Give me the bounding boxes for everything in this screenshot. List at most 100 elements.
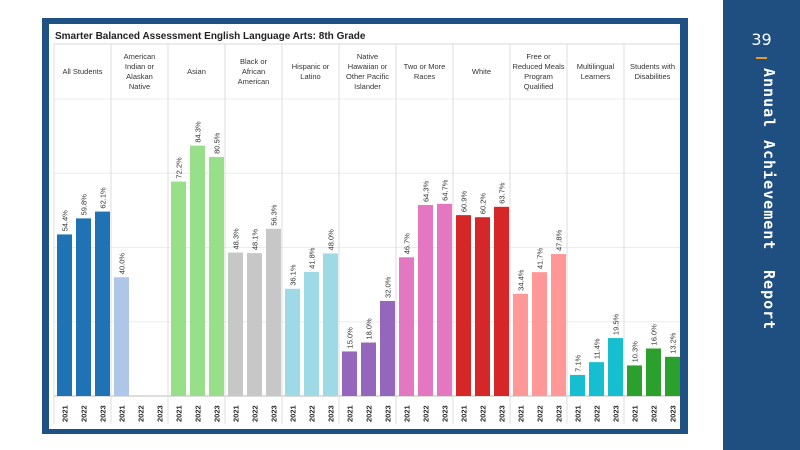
- bar-label: 10.3%: [631, 341, 640, 363]
- x-tick-label: 2022: [365, 405, 374, 422]
- bar: [209, 156, 224, 396]
- x-tick-label: 2021: [61, 405, 70, 422]
- bar: [665, 356, 680, 396]
- x-tick-label: 2023: [498, 405, 507, 422]
- bar: [361, 342, 376, 396]
- group-header: Native Hawaiian or Other Pacific Islander: [346, 52, 389, 91]
- bar-label: 41.7%: [536, 248, 545, 270]
- bar-label: 34.4%: [517, 269, 526, 291]
- bar-label: 16.0%: [650, 324, 659, 346]
- bar-label: 64.3%: [422, 180, 431, 202]
- x-tick-label: 2021: [403, 405, 412, 422]
- x-tick-label: 2022: [593, 405, 602, 422]
- x-tick-label: 2023: [384, 405, 393, 422]
- x-tick-label: 2021: [574, 405, 583, 422]
- bar: [513, 293, 528, 396]
- bar-label: 32.0%: [384, 276, 393, 298]
- group-header: White: [472, 67, 491, 76]
- bar: [342, 351, 357, 396]
- bar: [95, 211, 110, 396]
- x-tick-label: 2023: [669, 405, 678, 422]
- bar-label: 84.3%: [194, 121, 203, 143]
- bar: [437, 203, 452, 396]
- bar-label: 18.0%: [365, 318, 374, 340]
- bar: [399, 257, 414, 396]
- sidebar-word-achievement: Achievement: [760, 140, 778, 251]
- bar: [76, 218, 91, 396]
- sidebar: 39 Annual Achievement Report: [723, 0, 800, 450]
- x-tick-label: 2022: [308, 405, 317, 422]
- x-tick-label: 2023: [441, 405, 450, 422]
- bar: [494, 206, 509, 396]
- bar-label: 48.1%: [251, 229, 260, 251]
- sidebar-word-annual: Annual: [760, 68, 778, 129]
- bar-label: 40.0%: [118, 253, 127, 275]
- bar: [627, 365, 642, 396]
- x-tick-label: 2021: [460, 405, 469, 422]
- bar: [247, 253, 262, 396]
- bar: [646, 348, 661, 396]
- bar-label: 7.1%: [574, 354, 583, 371]
- bar: [608, 338, 623, 396]
- group-header: Black or African American: [238, 57, 270, 86]
- group-header: Free or Reduced Meals Program Qualified: [512, 52, 564, 91]
- bar-label: 47.8%: [555, 229, 564, 251]
- bar-label: 80.5%: [213, 132, 222, 154]
- bar-label: 72.2%: [175, 157, 184, 179]
- bar-label: 60.2%: [479, 193, 488, 215]
- x-tick-label: 2022: [194, 405, 203, 422]
- bar-label: 36.1%: [289, 264, 298, 286]
- bar-label: 56.3%: [270, 204, 279, 226]
- bar: [475, 217, 490, 396]
- group-header: All Students: [62, 67, 102, 76]
- bar: [532, 272, 547, 396]
- chart-panel: Smarter Balanced Assessment English Lang…: [49, 24, 682, 429]
- bar: [589, 362, 604, 396]
- group-header: Two or More Races: [404, 62, 446, 81]
- x-tick-label: 2023: [213, 405, 222, 422]
- bar: [266, 228, 281, 396]
- x-tick-label: 2023: [156, 405, 165, 422]
- x-tick-label: 2022: [479, 405, 488, 422]
- bar: [323, 253, 338, 396]
- bar: [285, 288, 300, 396]
- bar: [228, 252, 243, 396]
- x-tick-label: 2023: [99, 405, 108, 422]
- x-tick-label: 2021: [118, 405, 127, 422]
- sidebar-word-report: Report: [760, 270, 778, 331]
- bar-label: 48.0%: [327, 229, 336, 251]
- chart-title: Smarter Balanced Assessment English Lang…: [55, 31, 366, 42]
- group-header: Multilingual Learners: [577, 62, 615, 81]
- x-tick-label: 2022: [422, 405, 431, 422]
- x-tick-label: 2023: [612, 405, 621, 422]
- bar-label: 62.1%: [99, 187, 108, 209]
- bar: [418, 205, 433, 396]
- bar-label: 54.4%: [61, 210, 70, 232]
- x-tick-label: 2021: [631, 405, 640, 422]
- bar-label: 41.8%: [308, 247, 317, 269]
- divider: [756, 57, 767, 59]
- x-tick-label: 2021: [175, 405, 184, 422]
- x-tick-label: 2022: [650, 405, 659, 422]
- bar: [171, 181, 186, 396]
- x-tick-label: 2023: [555, 405, 564, 422]
- bar-label: 59.8%: [80, 194, 89, 216]
- bar: [570, 374, 585, 396]
- x-tick-label: 2021: [232, 405, 241, 422]
- bar: [304, 271, 319, 396]
- x-tick-label: 2023: [327, 405, 336, 422]
- bar-label: 48.3%: [232, 228, 241, 250]
- x-tick-label: 2021: [517, 405, 526, 422]
- group-header: American Indian or Alaskan Native: [124, 52, 156, 91]
- x-tick-label: 2023: [270, 405, 279, 422]
- bar-label: 64.7%: [441, 179, 450, 201]
- bar-label: 13.2%: [669, 332, 678, 354]
- group-header: Students with Disabilities: [630, 62, 675, 81]
- page-number: 39: [751, 30, 772, 49]
- bar-label: 60.9%: [460, 191, 469, 213]
- bar-label: 63.7%: [498, 182, 507, 204]
- bar: [380, 300, 395, 396]
- x-tick-label: 2021: [289, 405, 298, 422]
- x-tick-label: 2022: [251, 405, 260, 422]
- bar-label: 15.0%: [346, 327, 355, 349]
